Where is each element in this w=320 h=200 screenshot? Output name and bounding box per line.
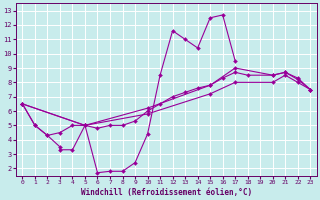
X-axis label: Windchill (Refroidissement éolien,°C): Windchill (Refroidissement éolien,°C) bbox=[81, 188, 252, 197]
